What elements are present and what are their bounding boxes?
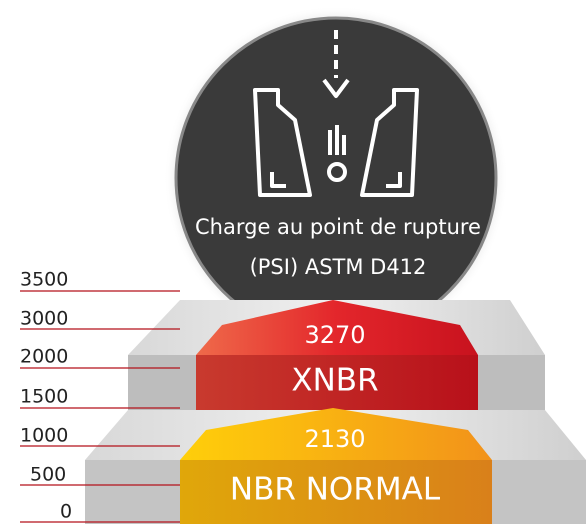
item-label: XNBR <box>291 363 378 399</box>
title-line: Charge au point de rupture <box>195 215 481 239</box>
scale-label: 3500 <box>20 269 68 291</box>
item-value: 2130 <box>304 425 365 453</box>
item-value: 3270 <box>304 321 365 349</box>
scale-label: 0 <box>60 501 72 523</box>
item-label: NBR NORMAL <box>230 472 441 508</box>
scale-label: 2000 <box>20 346 68 368</box>
page: {"title_lines": ["Charge au point de rup… <box>0 0 586 524</box>
title-line: (PSI) ASTM D412 <box>250 255 427 279</box>
infographic: Charge au point de rupture (PSI) ASTM D4… <box>0 0 586 524</box>
scale-label: 1000 <box>20 425 68 447</box>
scale-label: 1500 <box>20 386 68 408</box>
scale-label: 500 <box>30 464 66 486</box>
scale-label: 3000 <box>20 308 68 330</box>
